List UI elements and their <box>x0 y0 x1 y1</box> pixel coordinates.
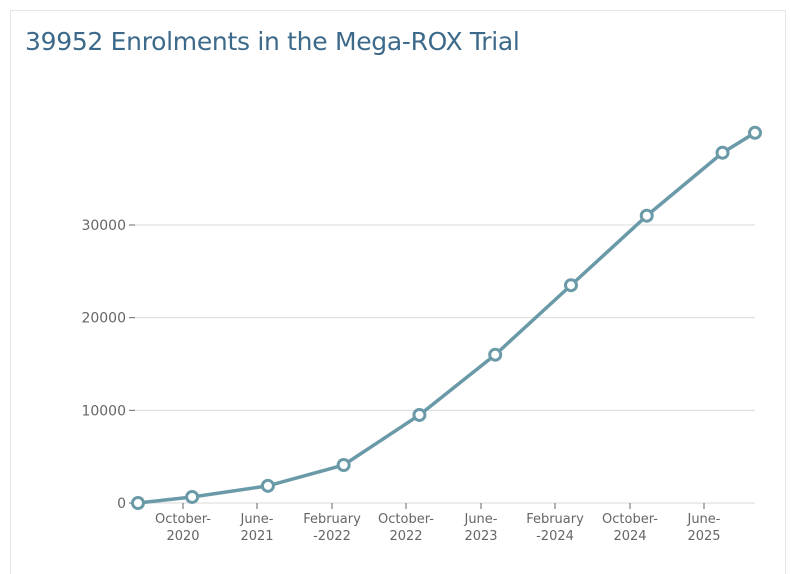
data-point[interactable] <box>748 125 762 140</box>
data-point[interactable] <box>488 347 503 362</box>
data-point[interactable] <box>715 145 730 160</box>
data-point[interactable] <box>563 278 578 293</box>
axis-layer: 0 10000 20000 30000 October-2020 June-2021 Feb… <box>81 218 755 544</box>
x-tick-label: June-2023 <box>463 512 497 544</box>
x-tick-label: February -2024 <box>526 512 584 544</box>
data-point[interactable] <box>336 458 351 473</box>
y-tick-label: 10000 <box>81 403 126 419</box>
data-point[interactable] <box>185 489 200 504</box>
y-tick-label: 30000 <box>81 218 126 234</box>
series-line <box>136 131 757 505</box>
x-tick-label: February -2022 <box>303 512 361 544</box>
y-tick-label: 20000 <box>81 311 126 327</box>
x-tick-label: June-2021 <box>239 512 273 544</box>
data-point[interactable] <box>412 407 427 422</box>
data-point[interactable] <box>131 496 145 510</box>
x-tick-label: October-2020 <box>155 512 211 544</box>
y-tick-label: 0 <box>117 496 126 512</box>
x-tick-label: June-2025 <box>686 512 720 544</box>
data-point[interactable] <box>639 208 654 223</box>
grid-layer <box>135 224 755 411</box>
chart-card: 39952 Enrolments in the Mega-ROX Trial <box>10 10 786 574</box>
x-tick-label: October-2024 <box>602 512 658 544</box>
series-layer <box>131 125 762 510</box>
x-tick-label: October-2022 <box>378 512 434 544</box>
chart-title: 39952 Enrolments in the Mega-ROX Trial <box>25 27 520 56</box>
data-point[interactable] <box>260 478 275 493</box>
